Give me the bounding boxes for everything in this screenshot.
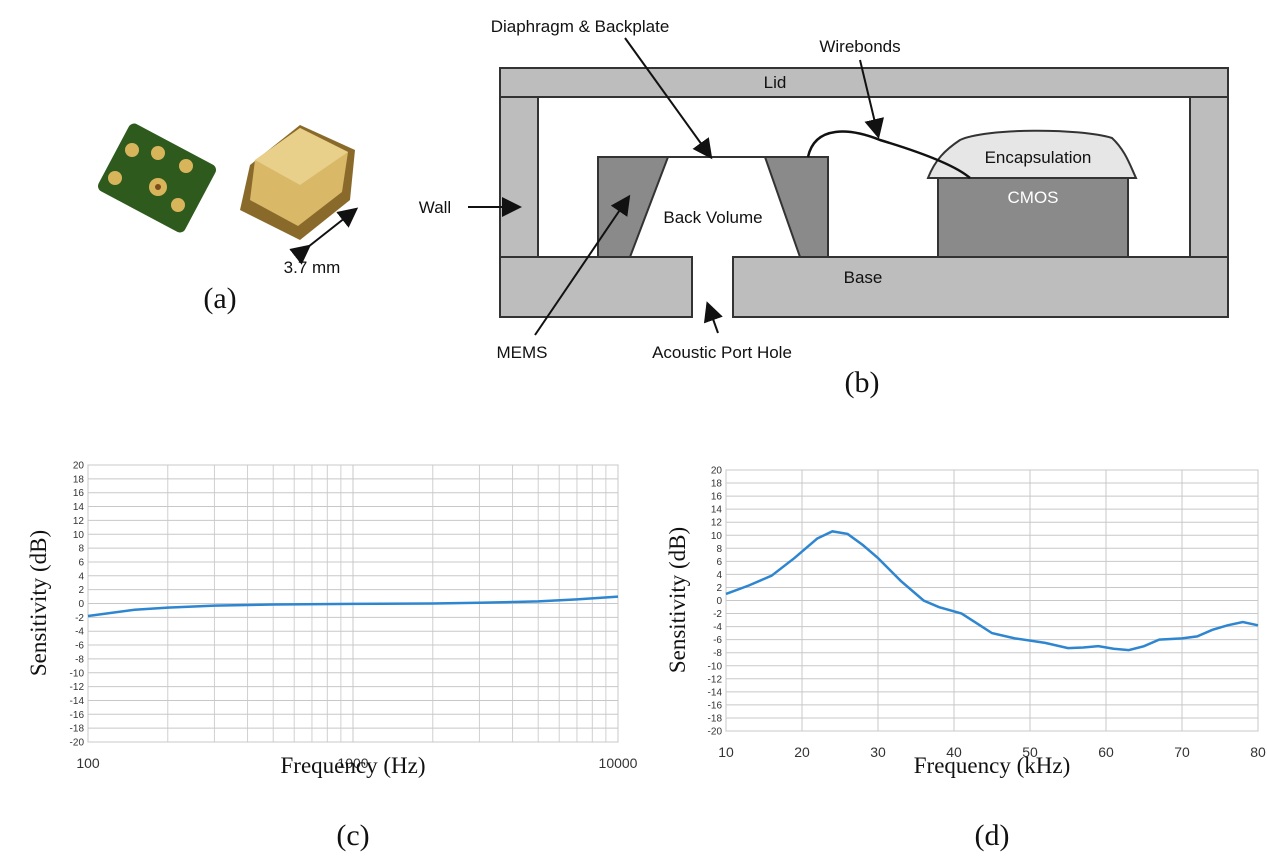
- y-tick-label: -8: [75, 654, 84, 665]
- y-tick-label: 8: [78, 544, 84, 555]
- y-tick-label: 2: [78, 585, 84, 596]
- data-line: [725, 530, 1259, 652]
- y-tick-label: -4: [75, 627, 84, 638]
- y-tick-label: 12: [711, 518, 723, 529]
- y-tick-label: 14: [711, 505, 723, 516]
- diagram-label: Lid: [764, 73, 787, 92]
- y-tick-label: 8: [716, 544, 722, 555]
- y-tick-label: -6: [713, 635, 722, 646]
- x-tick-label: 40: [946, 744, 962, 760]
- y-tick-label: -10: [70, 668, 85, 679]
- x-tick-label: 20: [794, 744, 810, 760]
- diagram-label: Back Volume: [663, 208, 762, 227]
- diagram: [468, 37, 1229, 336]
- diagram-label: Base: [844, 268, 883, 287]
- y-tick-label: 14: [73, 502, 85, 513]
- y-tick-label: 18: [73, 474, 85, 485]
- y-tick-label: 12: [73, 516, 85, 527]
- y-tick-label: 6: [78, 557, 84, 568]
- dimension-label: 3.7 mm: [284, 258, 341, 277]
- x-tick-label: 70: [1174, 744, 1190, 760]
- x-tick-label: 30: [870, 744, 886, 760]
- y-tick-label: -14: [70, 696, 85, 707]
- x-tick-label: 50: [1022, 744, 1038, 760]
- y-tick-label: 16: [73, 488, 85, 499]
- y-axis-title: Sensitivity (dB): [26, 530, 51, 676]
- x-axis-title: Frequency (Hz): [281, 753, 426, 778]
- y-tick-label: -2: [75, 613, 84, 624]
- y-tick-label: -16: [70, 710, 85, 721]
- y-tick-label: 0: [78, 599, 84, 610]
- y-tick-label: -20: [70, 738, 85, 749]
- y-axis-title: Sensitivity (dB): [665, 527, 690, 673]
- panel-caption: (d): [975, 819, 1010, 852]
- x-tick-label: 1000: [337, 755, 368, 771]
- diagram-label: Acoustic Port Hole: [652, 343, 792, 362]
- y-tick-label: 20: [711, 466, 723, 477]
- y-tick-label: -18: [70, 724, 85, 735]
- y-tick-label: 0: [716, 596, 722, 607]
- y-tick-label: -10: [708, 661, 723, 672]
- diagram-label: CMOS: [1008, 188, 1059, 207]
- diagram-label: MEMS: [497, 343, 548, 362]
- x-tick-label: 10000: [599, 755, 638, 771]
- data-line: [87, 595, 619, 618]
- x-tick-label: 60: [1098, 744, 1114, 760]
- x-tick-label: 80: [1250, 744, 1266, 760]
- diagram-label: Diaphragm & Backplate: [491, 17, 670, 36]
- y-tick-label: 10: [711, 531, 723, 542]
- panel-caption: (c): [336, 819, 369, 852]
- y-tick-label: 18: [711, 479, 723, 490]
- x-tick-label: 100: [76, 755, 100, 771]
- diagram-label: Wall: [419, 198, 451, 217]
- y-tick-label: 6: [716, 557, 722, 568]
- y-tick-label: 20: [73, 461, 85, 472]
- y-tick-label: -6: [75, 641, 84, 652]
- y-tick-label: -12: [708, 674, 723, 685]
- y-tick-label: 4: [716, 570, 722, 581]
- y-tick-label: -12: [70, 682, 85, 693]
- diagram-label: Wirebonds: [819, 37, 900, 56]
- y-tick-label: -4: [713, 622, 722, 633]
- y-tick-label: 16: [711, 492, 723, 503]
- x-tick-label: 10: [718, 744, 734, 760]
- panel-caption: (a): [203, 282, 236, 315]
- photo: [98, 123, 359, 265]
- panel-caption: (b): [845, 366, 880, 399]
- y-tick-label: 10: [73, 530, 85, 541]
- y-tick-label: -16: [708, 700, 723, 711]
- y-tick-label: 4: [78, 571, 84, 582]
- y-tick-label: -8: [713, 648, 722, 659]
- y-tick-label: -2: [713, 609, 722, 620]
- diagram-label: Encapsulation: [985, 148, 1092, 167]
- x-axis-title: Frequency (kHz): [914, 753, 1070, 778]
- y-tick-label: -18: [708, 713, 723, 724]
- y-tick-label: -20: [708, 727, 723, 738]
- y-tick-label: -14: [708, 687, 723, 698]
- y-tick-label: 2: [716, 583, 722, 594]
